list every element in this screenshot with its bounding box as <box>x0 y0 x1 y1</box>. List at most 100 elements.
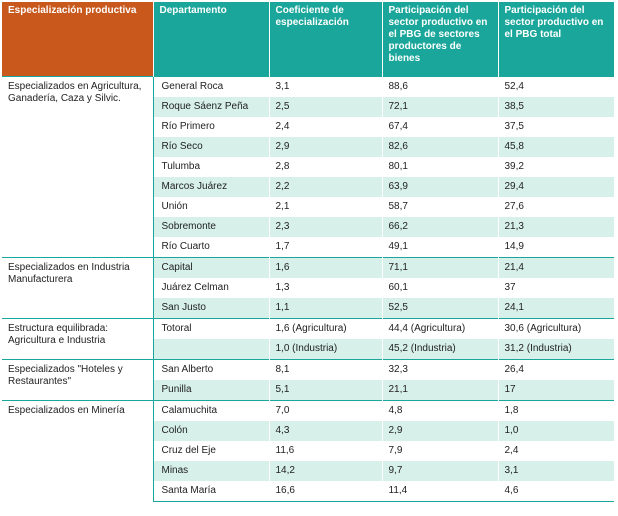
table-row: Minas 14,2 9,7 3,1 <box>2 461 614 481</box>
cell-coeficiente: 1,0 (Industria) <box>268 339 382 360</box>
cell-departamento: Río Cuarto <box>152 237 269 258</box>
cell-participacion-total: 21,4 <box>497 257 614 278</box>
cell-participacion-total: 27,6 <box>497 197 614 217</box>
specialization-table-container: Especialización productiva Departamento … <box>2 2 615 502</box>
cell-participacion-total: 17 <box>497 380 614 401</box>
cell-participacion-total: 24,1 <box>497 298 614 319</box>
table-row: 1,0 (Industria) 45,2 (Industria) 31,2 (I… <box>2 339 614 360</box>
cell-participacion-total: 37,5 <box>497 117 614 137</box>
cell-participacion-total: 31,2 (Industria) <box>497 339 614 360</box>
header-participacion-bienes: Participación del sector productivo en e… <box>382 2 499 77</box>
cell-departamento: Marcos Juárez <box>152 177 269 197</box>
cell-coeficiente: 2,5 <box>268 97 382 117</box>
cell-participacion-total: 1,8 <box>497 400 614 421</box>
cell-participacion-bienes: 44,4 (Agricultura) <box>381 318 498 339</box>
header-coeficiente: Coeficiente de especialización <box>269 2 383 77</box>
cell-participacion-bienes: 45,2 (Industria) <box>381 339 498 360</box>
cell-participacion-total: 1,0 <box>497 421 614 441</box>
cell-coeficiente: 1,3 <box>268 278 382 298</box>
table-row: Colón 4,3 2,9 1,0 <box>2 421 614 441</box>
cell-participacion-total: 38,5 <box>497 97 614 117</box>
cell-departamento: Totoral <box>152 318 269 339</box>
cell-participacion-total: 29,4 <box>497 177 614 197</box>
cell-coeficiente: 11,6 <box>268 441 382 461</box>
cell-departamento: Sobremonte <box>152 217 269 237</box>
cell-departamento: Punilla <box>152 380 269 401</box>
cell-coeficiente: 2,3 <box>268 217 382 237</box>
cell-coeficiente: 5,1 <box>268 380 382 401</box>
cell-participacion-bienes: 63,9 <box>381 177 498 197</box>
cell-participacion-bienes: 66,2 <box>381 217 498 237</box>
cell-participacion-bienes: 52,5 <box>381 298 498 319</box>
cell-coeficiente: 1,6 (Agricultura) <box>268 318 382 339</box>
cell-coeficiente: 7,0 <box>268 400 382 421</box>
table-row: Río Seco 2,9 82,6 45,8 <box>2 137 614 157</box>
header-row: Especialización productiva Departamento … <box>2 2 615 77</box>
cell-participacion-bienes: 21,1 <box>381 380 498 401</box>
cell-participacion-bienes: 11,4 <box>381 481 498 502</box>
cell-participacion-total: 2,4 <box>497 441 614 461</box>
cell-participacion-total: 26,4 <box>497 359 614 380</box>
cell-departamento: Santa María <box>152 481 269 502</box>
cell-departamento: Juárez Celman <box>152 278 269 298</box>
table-row: Punilla 5,1 21,1 17 <box>2 380 614 401</box>
table-row: Roque Sáenz Peña 2,5 72,1 38,5 <box>2 97 614 117</box>
header-especializacion: Especialización productiva <box>2 2 154 77</box>
cell-participacion-total: 39,2 <box>497 157 614 177</box>
cell-coeficiente: 3,1 <box>268 76 382 97</box>
cell-coeficiente: 16,6 <box>268 481 382 502</box>
cell-coeficiente: 2,1 <box>268 197 382 217</box>
table-row: Especializados en Agricultura, Ganadería… <box>2 76 614 258</box>
cell-departamento: Río Seco <box>152 137 269 157</box>
cell-departamento: Minas <box>152 461 269 481</box>
cell-participacion-bienes: 72,1 <box>381 97 498 117</box>
table-row: Sobremonte 2,3 66,2 21,3 <box>2 217 614 237</box>
cell-coeficiente: 4,3 <box>268 421 382 441</box>
cell-participacion-bienes: 9,7 <box>381 461 498 481</box>
group-label-hoteles: Especializados "Hoteles y Restaurantes" <box>2 359 154 401</box>
table-row: Juárez Celman 1,3 60,1 37 <box>2 278 614 298</box>
cell-participacion-bienes: 82,6 <box>381 137 498 157</box>
table-row: Estructura equilibrada: Agricultura e In… <box>2 318 614 360</box>
cell-participacion-bienes: 49,1 <box>381 237 498 258</box>
cell-departamento: General Roca <box>152 76 269 97</box>
table-row: Tulumba 2,8 80,1 39,2 <box>2 157 614 177</box>
cell-coeficiente: 1,7 <box>268 237 382 258</box>
group-label-agricultura: Especializados en Agricultura, Ganadería… <box>2 76 154 258</box>
specialization-table: Especialización productiva Departamento … <box>2 2 615 502</box>
table-row: San Justo 1,1 52,5 24,1 <box>2 298 614 319</box>
cell-departamento: Capital <box>152 257 269 278</box>
cell-participacion-total: 30,6 (Agricultura) <box>497 318 614 339</box>
cell-participacion-total: 37 <box>497 278 614 298</box>
cell-participacion-bienes: 7,9 <box>381 441 498 461</box>
table-row: Unión 2,1 58,7 27,6 <box>2 197 614 217</box>
cell-participacion-total: 3,1 <box>497 461 614 481</box>
cell-coeficiente: 1,6 <box>268 257 382 278</box>
cell-participacion-total: 14,9 <box>497 237 614 258</box>
cell-departamento: San Alberto <box>152 359 269 380</box>
table-row: Marcos Juárez 2,2 63,9 29,4 <box>2 177 614 197</box>
table-row: Santa María 16,6 11,4 4,6 <box>2 481 614 502</box>
table-row: Río Primero 2,4 67,4 37,5 <box>2 117 614 137</box>
cell-departamento <box>152 339 269 360</box>
cell-coeficiente: 2,8 <box>268 157 382 177</box>
cell-departamento: Cruz del Eje <box>152 441 269 461</box>
table-row: Río Cuarto 1,7 49,1 14,9 <box>2 237 614 258</box>
group-label-mineria: Especializados en Minería <box>2 400 154 502</box>
group-label-industria: Especializados en Industria Manufacturer… <box>2 257 154 319</box>
table-row: Cruz del Eje 11,6 7,9 2,4 <box>2 441 614 461</box>
cell-participacion-total: 52,4 <box>497 76 614 97</box>
header-participacion-total: Participación del sector productivo en e… <box>498 2 615 77</box>
cell-participacion-bienes: 4,8 <box>381 400 498 421</box>
cell-coeficiente: 2,9 <box>268 137 382 157</box>
cell-departamento: San Justo <box>152 298 269 319</box>
cell-departamento: Unión <box>152 197 269 217</box>
group-label-equilibrada: Estructura equilibrada: Agricultura e In… <box>2 318 154 360</box>
cell-participacion-bienes: 2,9 <box>381 421 498 441</box>
cell-participacion-bienes: 32,3 <box>381 359 498 380</box>
table-row: Especializados en Minería Calamuchita 7,… <box>2 400 614 502</box>
cell-coeficiente: 2,4 <box>268 117 382 137</box>
cell-participacion-bienes: 80,1 <box>381 157 498 177</box>
cell-departamento: Río Primero <box>152 117 269 137</box>
cell-participacion-bienes: 67,4 <box>381 117 498 137</box>
